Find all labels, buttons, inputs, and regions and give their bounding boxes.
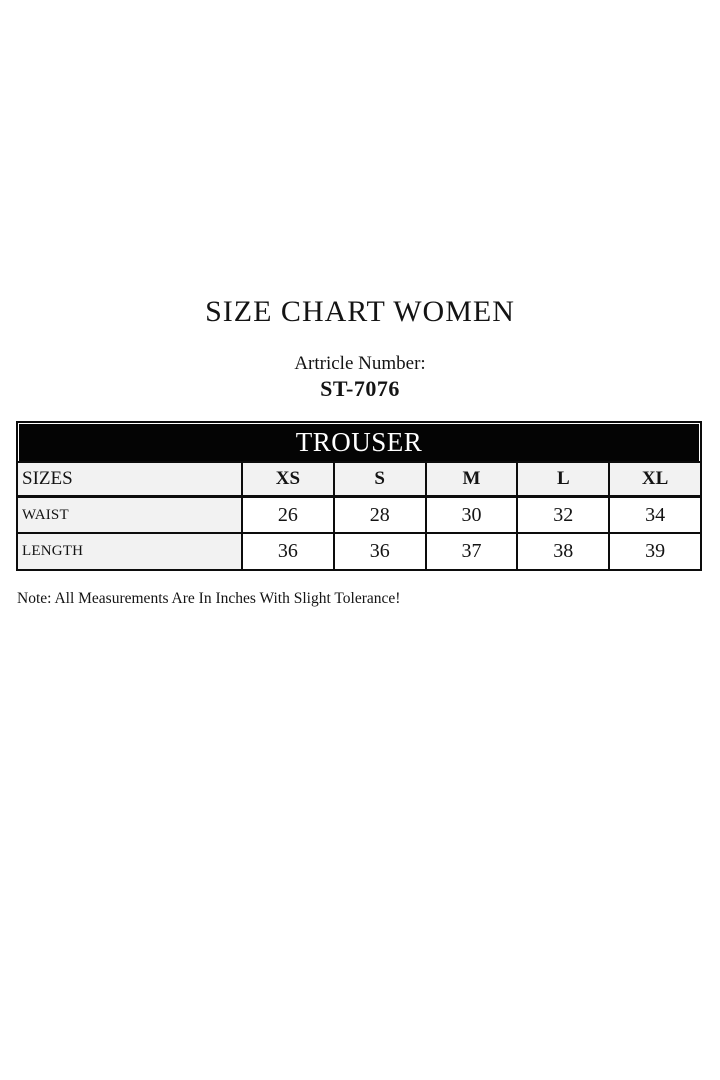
size-chart-table: TROUSER SIZES XS S M L XL WAIST 26 28 30… bbox=[16, 421, 702, 571]
article-number-label: Artricle Number: bbox=[294, 353, 426, 374]
product-header-bar: TROUSER bbox=[19, 424, 699, 461]
length-value-s: 36 bbox=[332, 534, 425, 569]
size-table-grid: SIZES XS S M L XL WAIST 26 28 30 32 34 L… bbox=[18, 461, 700, 569]
header-cell-sizes: SIZES bbox=[18, 463, 241, 498]
waist-value-l: 32 bbox=[516, 498, 609, 534]
size-chart-page: SIZE CHART WOMEN Artricle Number: ST-707… bbox=[16, 295, 702, 607]
waist-value-xl: 34 bbox=[608, 498, 700, 534]
length-value-xs: 36 bbox=[241, 534, 333, 569]
article-number-value: ST-7076 bbox=[320, 376, 400, 401]
row-label-waist: WAIST bbox=[18, 498, 241, 534]
header-cell-xl: XL bbox=[608, 463, 700, 498]
waist-value-m: 30 bbox=[424, 498, 517, 534]
length-value-m: 37 bbox=[424, 534, 517, 569]
header-cell-l: L bbox=[516, 463, 609, 498]
header-cell-s: S bbox=[332, 463, 425, 498]
waist-value-xs: 26 bbox=[241, 498, 333, 534]
length-value-l: 38 bbox=[516, 534, 609, 569]
header-cell-xs: XS bbox=[241, 463, 333, 498]
waist-value-s: 28 bbox=[332, 498, 425, 534]
page-title: SIZE CHART WOMEN bbox=[205, 295, 515, 328]
row-label-length: LENGTH bbox=[18, 534, 241, 569]
product-name: TROUSER bbox=[295, 427, 423, 457]
length-value-xl: 39 bbox=[608, 534, 700, 569]
measurement-note: Note: All Measurements Are In Inches Wit… bbox=[17, 590, 401, 607]
header-cell-m: M bbox=[424, 463, 517, 498]
